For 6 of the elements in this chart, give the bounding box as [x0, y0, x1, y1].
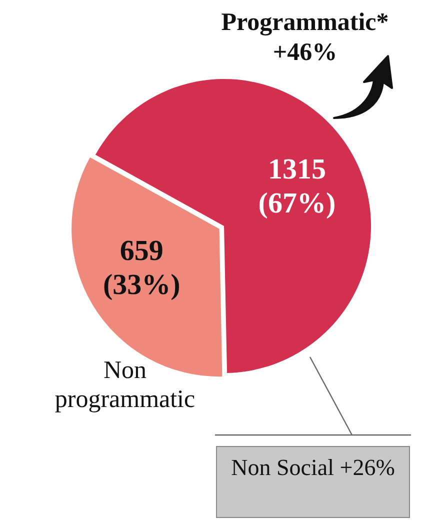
slice-label: Non programmatic	[54, 356, 196, 414]
text: +46%	[272, 38, 338, 67]
text: Non Social +26%	[216, 446, 410, 518]
slice-label: Programmatic*	[220, 8, 390, 37]
data-label: 659 (33%)	[102, 235, 180, 302]
data-label: 1315 (67%)	[258, 154, 336, 220]
